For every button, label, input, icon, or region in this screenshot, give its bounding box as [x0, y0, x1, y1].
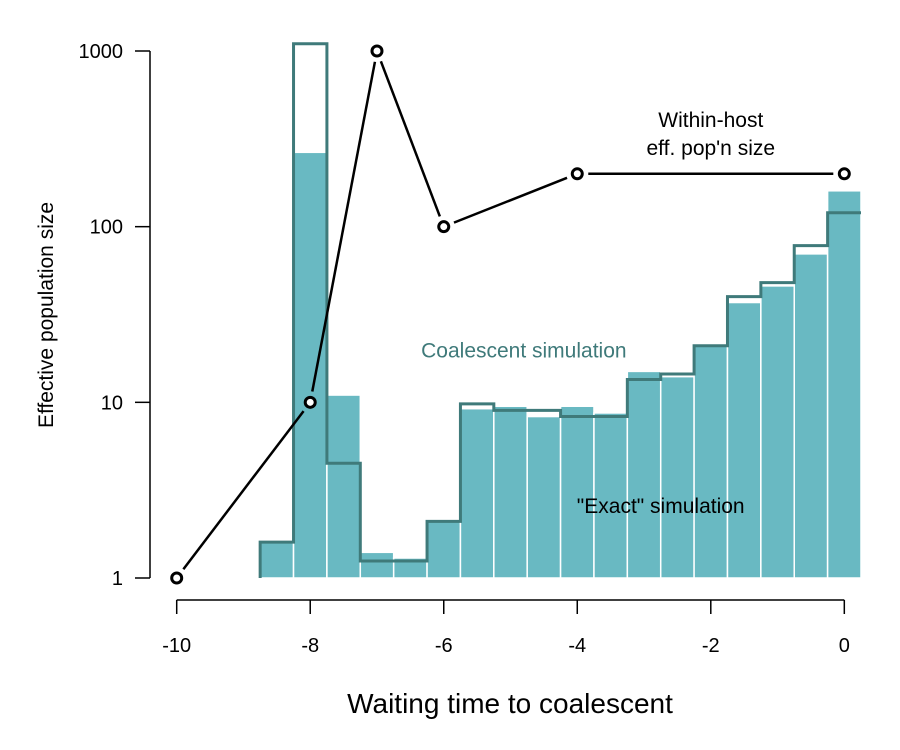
y-axis-title: Effective population size — [35, 202, 58, 428]
annotations: Coalescent simulation "Exact" simulation W… — [421, 109, 775, 518]
within-host-point — [370, 44, 384, 58]
exact-bar — [459, 407, 495, 579]
within-host-point — [170, 571, 184, 585]
exact-bar — [292, 151, 328, 579]
coalescent-simulation-layer — [258, 42, 861, 578]
within-host-segment — [311, 61, 377, 392]
within-host-segment — [182, 410, 305, 570]
within-host-segment — [453, 176, 568, 224]
exact-bar — [726, 301, 762, 579]
annotation-coalescent: Coalescent simulation — [421, 339, 626, 362]
y-tick-label: 100 — [90, 217, 123, 239]
annotation-within-host: eff. pop'n size — [647, 137, 776, 160]
exact-bar — [793, 253, 829, 579]
exact-bar — [526, 415, 562, 579]
annotation-within-host: Within-host — [658, 109, 763, 132]
exact-simulation-bars — [259, 151, 862, 579]
exact-bar — [559, 405, 595, 579]
y-tick-label: 1000 — [79, 41, 124, 63]
x-tick-label: -6 — [435, 635, 453, 657]
exact-bar — [593, 412, 629, 579]
exact-bar — [659, 375, 695, 579]
exact-bar — [760, 285, 795, 579]
x-tick-label: -8 — [301, 635, 319, 657]
x-tick-label: -2 — [702, 635, 720, 657]
exact-bar — [826, 190, 862, 579]
x-tick-label: -10 — [162, 635, 191, 657]
x-axis-title: Waiting time to coalescent — [347, 688, 673, 719]
exact-bar — [426, 520, 462, 579]
exact-bar — [493, 405, 528, 579]
exact-bar — [359, 551, 395, 579]
exact-bar — [626, 370, 662, 579]
exact-bar — [693, 344, 729, 579]
within-host-segment — [379, 60, 442, 217]
coalescent-step-line — [258, 42, 861, 578]
within-host-point — [837, 167, 851, 181]
x-tick-label: 0 — [839, 635, 850, 657]
within-host-layer — [170, 44, 851, 585]
exact-bar — [326, 394, 362, 579]
y-tick-label: 1 — [112, 568, 123, 590]
y-tick-label: 10 — [101, 392, 123, 414]
within-host-point — [570, 167, 584, 181]
x-tick-label: -4 — [568, 635, 586, 657]
exact-bar — [259, 541, 295, 579]
within-host-point — [303, 395, 317, 409]
axes: 1 10 100 1000 -10 -8 -6 -4 -2 0 — [79, 41, 850, 657]
within-host-point — [437, 220, 451, 234]
annotation-exact: "Exact" simulation — [577, 495, 745, 518]
